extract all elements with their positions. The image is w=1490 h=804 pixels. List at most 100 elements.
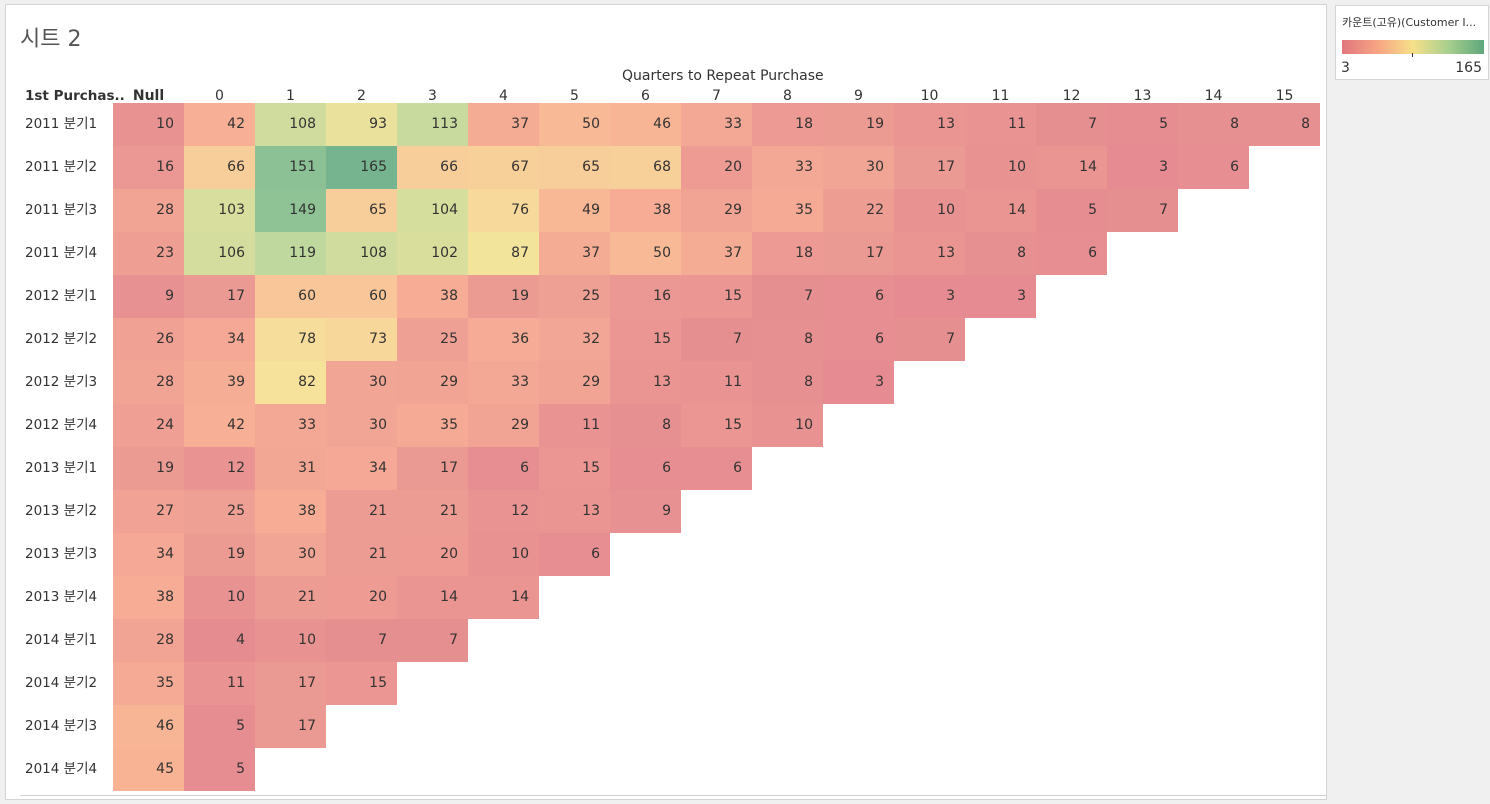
heatmap-cell[interactable]: 27 [113, 490, 184, 533]
row-header[interactable]: 2014 분기1 [25, 632, 98, 648]
heatmap-cell[interactable]: 6 [681, 447, 752, 490]
heatmap-cell[interactable]: 14 [965, 189, 1036, 232]
heatmap-cell[interactable]: 21 [255, 576, 326, 619]
row-header[interactable]: 2012 분기4 [25, 417, 98, 433]
row-header[interactable]: 2013 분기3 [25, 546, 98, 562]
heatmap-cell[interactable]: 108 [326, 232, 397, 275]
heatmap-cell[interactable]: 10 [184, 576, 255, 619]
heatmap-cell[interactable]: 42 [184, 404, 255, 447]
heatmap-cell[interactable]: 21 [326, 533, 397, 576]
heatmap-cell[interactable]: 76 [468, 189, 539, 232]
heatmap-cell[interactable]: 34 [184, 318, 255, 361]
heatmap-cell[interactable]: 66 [397, 146, 468, 189]
heatmap-cell[interactable]: 29 [397, 361, 468, 404]
heatmap-cell[interactable]: 68 [610, 146, 681, 189]
heatmap-cell[interactable]: 29 [539, 361, 610, 404]
row-header[interactable]: 2011 분기1 [25, 116, 98, 132]
heatmap-cell[interactable]: 19 [184, 533, 255, 576]
row-header[interactable]: 2013 분기4 [25, 589, 98, 605]
heatmap-cell[interactable]: 6 [610, 447, 681, 490]
column-header-1[interactable]: 1 [286, 88, 295, 104]
heatmap-cell[interactable]: 38 [610, 189, 681, 232]
heatmap-cell[interactable]: 9 [610, 490, 681, 533]
heatmap-cell[interactable]: 16 [113, 146, 184, 189]
row-header[interactable]: 2014 분기3 [25, 718, 98, 734]
column-header-6[interactable]: 6 [641, 88, 650, 104]
column-header-3[interactable]: 3 [428, 88, 437, 104]
heatmap-cell[interactable]: 3 [965, 275, 1036, 318]
heatmap-cell[interactable]: 11 [539, 404, 610, 447]
heatmap-cell[interactable]: 28 [113, 361, 184, 404]
heatmap-cell[interactable]: 20 [681, 146, 752, 189]
heatmap-cell[interactable]: 65 [326, 189, 397, 232]
heatmap-cell[interactable]: 22 [823, 189, 894, 232]
heatmap-cell[interactable]: 87 [468, 232, 539, 275]
row-header[interactable]: 2013 분기1 [25, 460, 98, 476]
heatmap-cell[interactable]: 149 [255, 189, 326, 232]
heatmap-cell[interactable]: 17 [397, 447, 468, 490]
heatmap-cell[interactable]: 102 [397, 232, 468, 275]
heatmap-cell[interactable]: 6 [1036, 232, 1107, 275]
heatmap-cell[interactable]: 45 [113, 748, 184, 791]
heatmap-cell[interactable]: 30 [326, 404, 397, 447]
heatmap-cell[interactable]: 60 [326, 275, 397, 318]
heatmap-cell[interactable]: 15 [610, 318, 681, 361]
heatmap-cell[interactable]: 29 [468, 404, 539, 447]
heatmap-cell[interactable]: 12 [468, 490, 539, 533]
heatmap-cell[interactable]: 6 [1178, 146, 1249, 189]
heatmap-cell[interactable]: 113 [397, 103, 468, 146]
heatmap-cell[interactable]: 8 [752, 318, 823, 361]
heatmap-cell[interactable]: 20 [397, 533, 468, 576]
heatmap-cell[interactable]: 7 [1036, 103, 1107, 146]
heatmap-cell[interactable]: 25 [397, 318, 468, 361]
heatmap-cell[interactable]: 10 [752, 404, 823, 447]
heatmap-cell[interactable]: 8 [1178, 103, 1249, 146]
heatmap-cell[interactable]: 11 [184, 662, 255, 705]
heatmap-cell[interactable]: 35 [752, 189, 823, 232]
column-header-8[interactable]: 8 [783, 88, 792, 104]
heatmap-cell[interactable]: 25 [539, 275, 610, 318]
heatmap-cell[interactable]: 10 [894, 189, 965, 232]
row-header[interactable]: 2011 분기2 [25, 159, 98, 175]
row-header[interactable]: 2012 분기2 [25, 331, 98, 347]
heatmap-cell[interactable]: 6 [468, 447, 539, 490]
heatmap-cell[interactable]: 7 [1107, 189, 1178, 232]
heatmap-cell[interactable]: 12 [184, 447, 255, 490]
row-header[interactable]: 2012 분기1 [25, 288, 98, 304]
heatmap-cell[interactable]: 6 [823, 275, 894, 318]
heatmap-cell[interactable]: 4 [184, 619, 255, 662]
heatmap-cell[interactable]: 5 [1036, 189, 1107, 232]
column-header-null[interactable]: Null [132, 88, 165, 104]
row-header[interactable]: 2013 분기2 [25, 503, 98, 519]
heatmap-cell[interactable]: 82 [255, 361, 326, 404]
heatmap-cell[interactable]: 13 [539, 490, 610, 533]
heatmap-cell[interactable]: 29 [681, 189, 752, 232]
column-header-0[interactable]: 0 [215, 88, 224, 104]
heatmap-cell[interactable]: 14 [468, 576, 539, 619]
heatmap-cell[interactable]: 18 [752, 232, 823, 275]
heatmap-cell[interactable]: 6 [823, 318, 894, 361]
heatmap-cell[interactable]: 119 [255, 232, 326, 275]
row-header[interactable]: 2014 분기4 [25, 761, 98, 777]
heatmap-cell[interactable]: 30 [326, 361, 397, 404]
column-header-5[interactable]: 5 [570, 88, 579, 104]
heatmap-cell[interactable]: 15 [539, 447, 610, 490]
heatmap-cell[interactable]: 33 [468, 361, 539, 404]
heatmap-cell[interactable]: 36 [468, 318, 539, 361]
heatmap-cell[interactable]: 33 [752, 146, 823, 189]
heatmap-cell[interactable]: 66 [184, 146, 255, 189]
column-header-13[interactable]: 13 [1133, 88, 1152, 104]
heatmap-cell[interactable]: 21 [397, 490, 468, 533]
heatmap-cell[interactable]: 37 [468, 103, 539, 146]
heatmap-cell[interactable]: 50 [610, 232, 681, 275]
heatmap-cell[interactable]: 34 [326, 447, 397, 490]
heatmap-cell[interactable]: 39 [184, 361, 255, 404]
heatmap-cell[interactable]: 14 [1036, 146, 1107, 189]
color-legend[interactable]: 카운트(고유)(Customer I... 3 165 [1335, 5, 1489, 80]
heatmap-cell[interactable]: 10 [965, 146, 1036, 189]
heatmap-cell[interactable]: 15 [681, 275, 752, 318]
heatmap-cell[interactable]: 104 [397, 189, 468, 232]
heatmap-cell[interactable]: 19 [113, 447, 184, 490]
heatmap-cell[interactable]: 33 [255, 404, 326, 447]
heatmap-cell[interactable]: 17 [255, 705, 326, 748]
